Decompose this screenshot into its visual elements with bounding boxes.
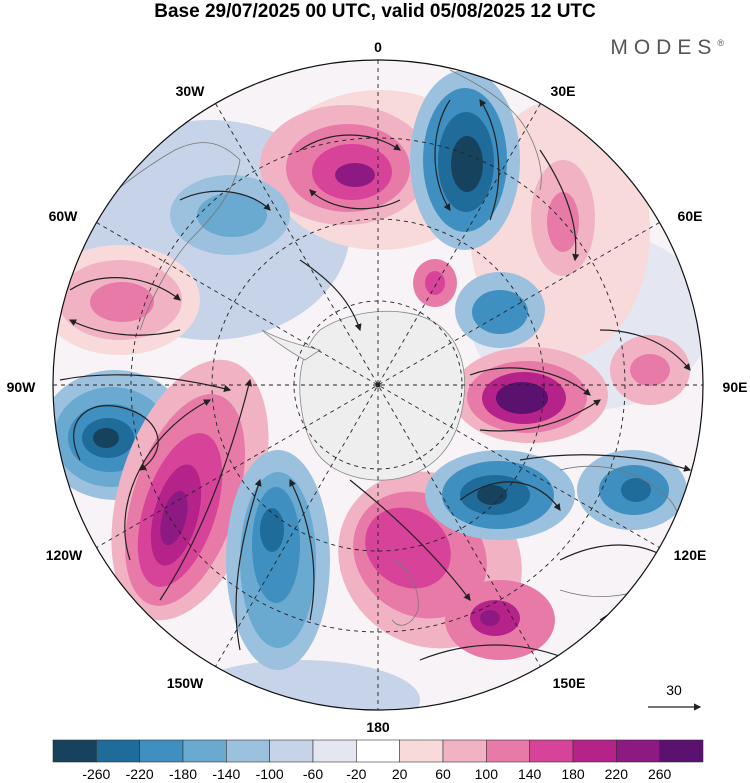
modes-logo: MODES® [610,36,724,60]
colorbar-swatch [442,739,487,763]
colorbar-label: -140 [212,766,240,782]
colorbar-swatch [529,739,574,763]
map-title: Base 29/07/2025 00 UTC, valid 05/08/2025… [154,1,596,22]
label-lon-0: 0 [374,39,382,55]
label-lon-120w: 120W [46,547,83,563]
streamline [469,367,591,396]
streamline [73,405,159,471]
colorbar-label: 60 [435,766,451,782]
anomaly-high-near-pole [413,259,457,307]
label-lon-150e: 150E [553,675,586,691]
label-lon-150w: 150W [167,675,204,691]
streamline [309,189,401,210]
graticule [53,60,703,710]
south-pole-marker [375,382,381,388]
streamline [479,399,601,432]
label-lon-30w: 30W [176,83,206,99]
label-lon-30e: 30E [551,83,576,99]
colorbar-label: -20 [346,766,366,782]
streamline [299,134,401,151]
streamline [289,478,315,621]
anomaly-field [53,60,703,710]
colorbar-label: -180 [169,766,197,782]
label-lon-180: 180 [366,719,390,735]
logo-registered-mark: ® [717,38,724,48]
colorbar-swatch [399,739,444,763]
streamline [349,479,471,601]
streamline [419,644,572,662]
streamline [519,454,692,472]
anomaly-high-90e [452,347,608,443]
colorbar-swatch [356,739,400,763]
colorbar-swatch [572,739,617,763]
label-lon-90e: 90E [723,379,748,395]
streamline [69,277,181,301]
colorbar-swatch [226,739,270,763]
streamline [459,481,561,511]
colorbar-label: 100 [475,766,499,782]
streamline [124,399,212,561]
colorbar-swatch [52,739,97,763]
antarctica-landmass [299,310,465,481]
colorbar-label: -100 [256,766,284,782]
anomaly-atlantic-low [410,70,520,250]
colorbar-label: 260 [648,766,672,782]
colorbar-label: 220 [605,766,629,782]
colorbar-label: 20 [392,766,408,782]
colorbar-swatch [269,739,314,763]
colorbar-swatch [659,739,704,763]
colorbar-swatch [96,739,140,763]
streamline [539,149,580,262]
label-lon-60w: 60W [49,208,79,224]
anomaly-low-40e [455,272,545,348]
colorbar-swatch [139,739,184,763]
south-america-outline [64,142,241,331]
anomaly-high-70e [610,335,690,405]
streamline [434,99,451,211]
streamline [179,190,271,211]
colorbar-label: -260 [82,766,110,782]
colorbar-label: 140 [518,766,542,782]
logo-text: MODES [610,36,718,59]
label-lon-60e: 60E [678,208,703,224]
anomaly-high-70w [53,245,200,355]
streamline [299,259,362,332]
colorbar-label: -60 [303,766,323,782]
antarctic-peninsula [261,329,321,361]
colorbar-swatch [312,739,357,763]
new-zealand-outline [391,559,419,626]
streamline [235,478,262,651]
map-border [52,59,704,711]
anomaly-low-110e [577,450,687,530]
streamline [479,99,500,221]
streamline [159,378,253,601]
africa-outline [449,69,542,191]
label-lon-90w: 90W [7,379,37,395]
colorbar-swatch [182,739,227,763]
colorbar-label: 180 [561,766,585,782]
streamline [599,329,691,371]
anomaly-low-sw-atlantic [170,175,290,255]
anomaly-low-150w [226,450,330,670]
colorbar-label: -220 [126,766,154,782]
anomaly-low-120e [425,450,575,540]
label-lon-120e: 120E [674,547,707,563]
colorbar: -260 -220 -180 -140 -100 -60 -20 20 60 100 140 180 2… [52,739,704,782]
anomaly-high-50e [515,133,611,297]
reference-vector-label: 30 [666,682,682,698]
anomaly-atlantic-high [260,105,430,225]
colorbar-swatch [616,739,660,763]
colorbar-swatch [486,739,530,763]
streamline [68,319,181,336]
